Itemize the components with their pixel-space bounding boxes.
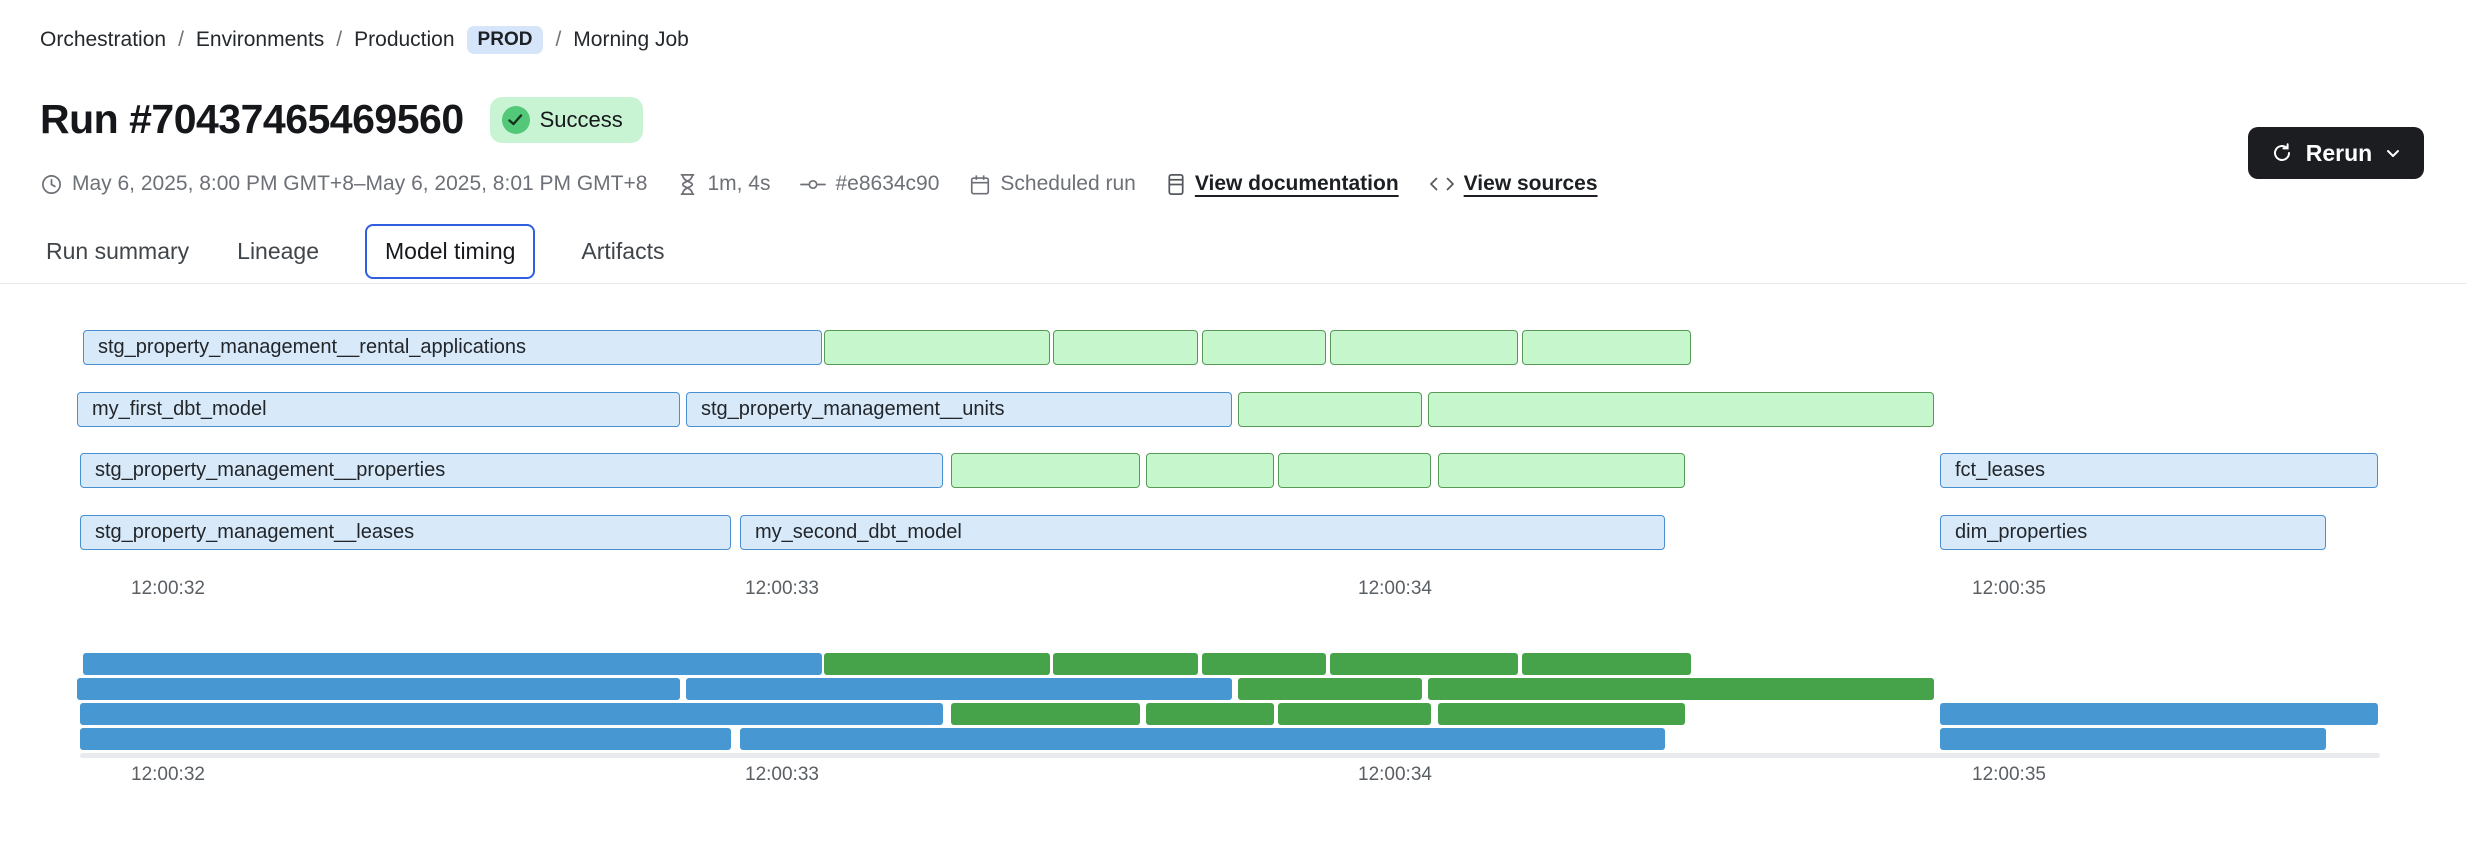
gantt-bar-test[interactable] (1522, 330, 1691, 365)
minimap-bar-model[interactable] (80, 728, 731, 750)
minimap-bar-test[interactable] (1053, 653, 1198, 675)
prod-environment-badge: PROD (466, 26, 544, 54)
chevron-down-icon (2387, 150, 2400, 157)
success-check-icon (501, 105, 530, 134)
gantt-bar-test[interactable] (1053, 330, 1198, 365)
breadcrumb-environments[interactable]: Environments (195, 28, 325, 51)
meta-commit: #e8634c90 (800, 172, 939, 196)
gantt-bar-model[interactable]: fct_leases (1940, 453, 2378, 488)
minimap-bar-test[interactable] (1330, 653, 1518, 675)
minimap-bar-model[interactable] (1940, 703, 2378, 725)
axis-tick-label: 12:00:35 (1972, 578, 2046, 599)
code-icon (1429, 177, 1454, 191)
minimap-bar-model[interactable] (77, 678, 680, 700)
title-row: Run #70437465469560 Success (40, 96, 643, 143)
minimap-bar-test[interactable] (1202, 653, 1326, 675)
meta-view-documentation[interactable]: View documentation (1166, 172, 1399, 196)
run-meta-row: May 6, 2025, 8:00 PM GMT+8–May 6, 2025, … (40, 172, 1598, 196)
minimap-bar-model[interactable] (1940, 728, 2326, 750)
tab-artifacts[interactable]: Artifacts (581, 238, 665, 264)
meta-view-sources[interactable]: View sources (1429, 172, 1598, 196)
axis-tick-label: 12:00:32 (131, 764, 205, 785)
gantt-bar-test[interactable] (1238, 392, 1422, 427)
minimap-bar-model[interactable] (80, 703, 943, 725)
document-icon (1168, 173, 1184, 195)
minimap-bar-test[interactable] (1238, 678, 1422, 700)
model-timing-gantt: stg_property_management__rental_applicat… (0, 284, 2466, 842)
breadcrumb-production[interactable]: Production (354, 28, 455, 51)
status-badge: Success (489, 96, 643, 143)
gantt-bar-test[interactable] (1330, 330, 1518, 365)
gantt-bar-test[interactable] (1146, 453, 1274, 488)
hourglass-icon (681, 173, 695, 195)
gantt-bar-test[interactable] (824, 330, 1050, 365)
meta-trigger: Scheduled run (969, 172, 1136, 196)
axis-tick-label: 12:00:33 (745, 578, 819, 599)
gantt-bar-model[interactable]: stg_property_management__properties (80, 453, 943, 488)
minimap-bar-test[interactable] (1146, 703, 1274, 725)
gantt-bar-model[interactable]: stg_property_management__rental_applicat… (83, 330, 822, 365)
gantt-bar-model[interactable]: stg_property_management__leases (80, 515, 731, 550)
rerun-label: Rerun (2305, 139, 2373, 166)
axis-tick-label: 12:00:35 (1972, 764, 2046, 785)
gantt-bar-test[interactable] (1202, 330, 1326, 365)
clock-icon (42, 174, 61, 194)
minimap-bar-model[interactable] (83, 653, 822, 675)
breadcrumb-morning-job[interactable]: Morning Job (573, 28, 689, 51)
gantt-bar-model[interactable]: dim_properties (1940, 515, 2326, 550)
breadcrumb: Orchestration / Environments / Productio… (40, 26, 689, 54)
tab-model-timing[interactable]: Model timing (365, 224, 536, 279)
gantt-bar-model[interactable]: my_first_dbt_model (77, 392, 680, 427)
meta-time-range: May 6, 2025, 8:00 PM GMT+8–May 6, 2025, … (40, 172, 647, 196)
minimap-bar-test[interactable] (951, 703, 1140, 725)
refresh-icon (2273, 143, 2290, 161)
breadcrumb-separator: / (555, 28, 562, 51)
page-title: Run #70437465469560 (40, 96, 464, 142)
gantt-bar-test[interactable] (1278, 453, 1431, 488)
gantt-bar-test[interactable] (1428, 392, 1934, 427)
calendar-icon (971, 174, 990, 194)
gantt-bar-test[interactable] (951, 453, 1140, 488)
minimap-bar-model[interactable] (740, 728, 1665, 750)
minimap-bar-model[interactable] (686, 678, 1232, 700)
axis-tick-label: 12:00:34 (1358, 764, 1432, 785)
breadcrumb-orchestration[interactable]: Orchestration (40, 28, 167, 51)
gantt-bar-model[interactable]: stg_property_management__units (686, 392, 1232, 427)
breadcrumb-separator: / (178, 28, 184, 51)
minimap-bar-test[interactable] (824, 653, 1050, 675)
minimap-bar-test[interactable] (1278, 703, 1431, 725)
gantt-bar-model[interactable]: my_second_dbt_model (740, 515, 1665, 550)
minimap-bar-test[interactable] (1522, 653, 1691, 675)
tab-run-summary[interactable]: Run summary (46, 238, 190, 264)
axis-tick-label: 12:00:32 (131, 578, 205, 599)
minimap-brush-track[interactable] (80, 753, 2380, 758)
tab-lineage[interactable]: Lineage (237, 238, 320, 264)
axis-tick-label: 12:00:34 (1358, 578, 1432, 599)
commit-icon (800, 179, 827, 189)
minimap-bar-test[interactable] (1438, 703, 1685, 725)
axis-tick-label: 12:00:33 (745, 764, 819, 785)
tabs-divider (0, 283, 2466, 284)
meta-duration: 1m, 4s (677, 172, 770, 196)
minimap-bar-test[interactable] (1428, 678, 1934, 700)
breadcrumb-separator: / (336, 28, 343, 51)
rerun-button[interactable]: Rerun (2248, 127, 2424, 179)
status-label: Success (539, 106, 623, 132)
gantt-bar-test[interactable] (1438, 453, 1685, 488)
tab-bar: Run summary Lineage Model timing Artifac… (44, 224, 666, 279)
